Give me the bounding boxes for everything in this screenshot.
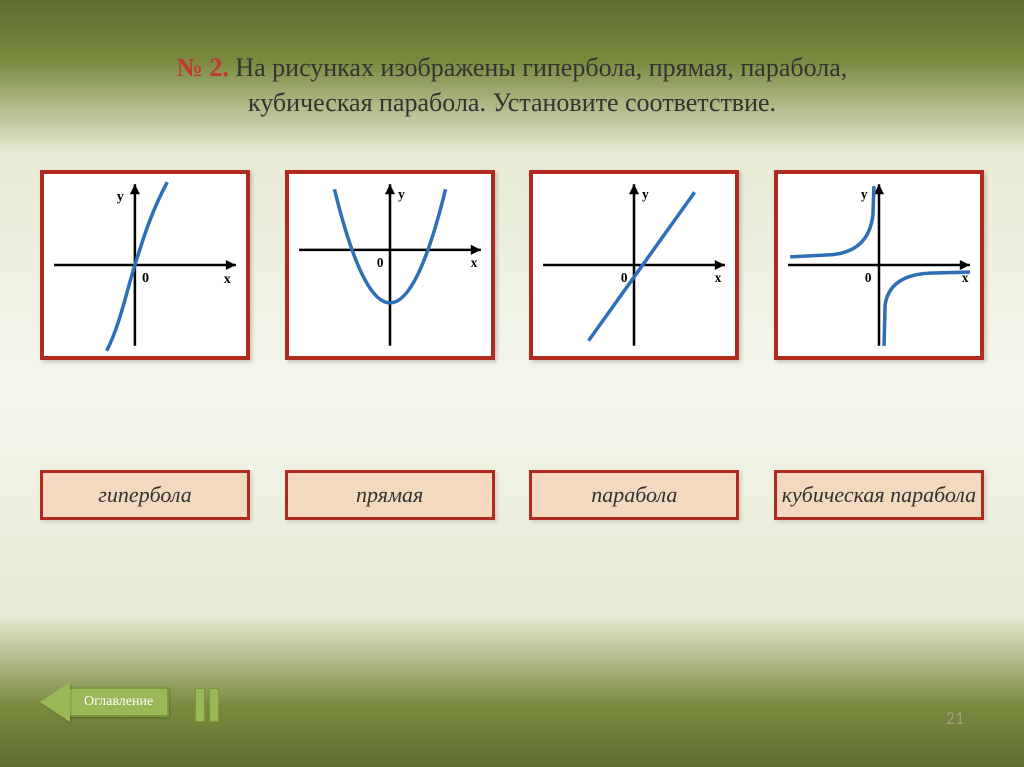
graph-hyperbola-svg: y x 0 xyxy=(778,174,980,356)
graph-cubic-svg: y x 0 xyxy=(44,174,246,356)
label-text: прямая xyxy=(356,483,423,507)
label-cubic[interactable]: кубическая парабола xyxy=(774,470,984,520)
labels-row: гипербола прямая парабола кубическая пар… xyxy=(0,470,1024,520)
y-axis-label: y xyxy=(398,187,405,202)
y-axis-label: y xyxy=(861,187,868,202)
title-line-2: кубическая парабола. Установите соответс… xyxy=(248,88,776,117)
task-title: № 2. На рисунках изображены гипербола, п… xyxy=(0,0,1024,120)
toc-button[interactable]: Оглавление xyxy=(40,682,169,722)
origin-label: 0 xyxy=(865,270,872,285)
label-text: кубическая парабола xyxy=(782,483,976,507)
toc-label: Оглавление xyxy=(68,687,169,717)
graph-parabola[interactable]: y x 0 xyxy=(285,170,495,360)
title-line-1: На рисунках изображены гипербола, прямая… xyxy=(235,53,847,82)
x-axis-label: x xyxy=(470,255,477,270)
y-axis-label: y xyxy=(642,187,649,202)
origin-label: 0 xyxy=(142,270,149,286)
graph-parabola-svg: y x 0 xyxy=(289,174,491,356)
slide: № 2. На рисунках изображены гипербола, п… xyxy=(0,0,1024,767)
arrow-left-icon xyxy=(40,682,70,722)
label-text: гипербола xyxy=(98,483,191,507)
label-hyperbola[interactable]: гипербола xyxy=(40,470,250,520)
origin-label: 0 xyxy=(621,270,628,285)
label-text: парабола xyxy=(591,483,677,507)
y-axis-label: y xyxy=(117,189,124,205)
label-parabola[interactable]: парабола xyxy=(529,470,739,520)
decoration-bars xyxy=(195,688,219,722)
label-line[interactable]: прямая xyxy=(285,470,495,520)
graph-cubic[interactable]: y x 0 xyxy=(40,170,250,360)
x-axis-label: x xyxy=(224,271,231,287)
origin-label: 0 xyxy=(377,255,384,270)
graphs-row: y x 0 y x 0 xyxy=(0,170,1024,360)
task-number: № 2. xyxy=(177,53,229,82)
slide-number: 21 xyxy=(946,707,964,729)
graph-line-svg: y x 0 xyxy=(533,174,735,356)
deco-bar xyxy=(195,688,205,722)
deco-bar xyxy=(209,688,219,722)
graph-line[interactable]: y x 0 xyxy=(529,170,739,360)
graph-hyperbola[interactable]: y x 0 xyxy=(774,170,984,360)
x-axis-label: x xyxy=(715,270,722,285)
